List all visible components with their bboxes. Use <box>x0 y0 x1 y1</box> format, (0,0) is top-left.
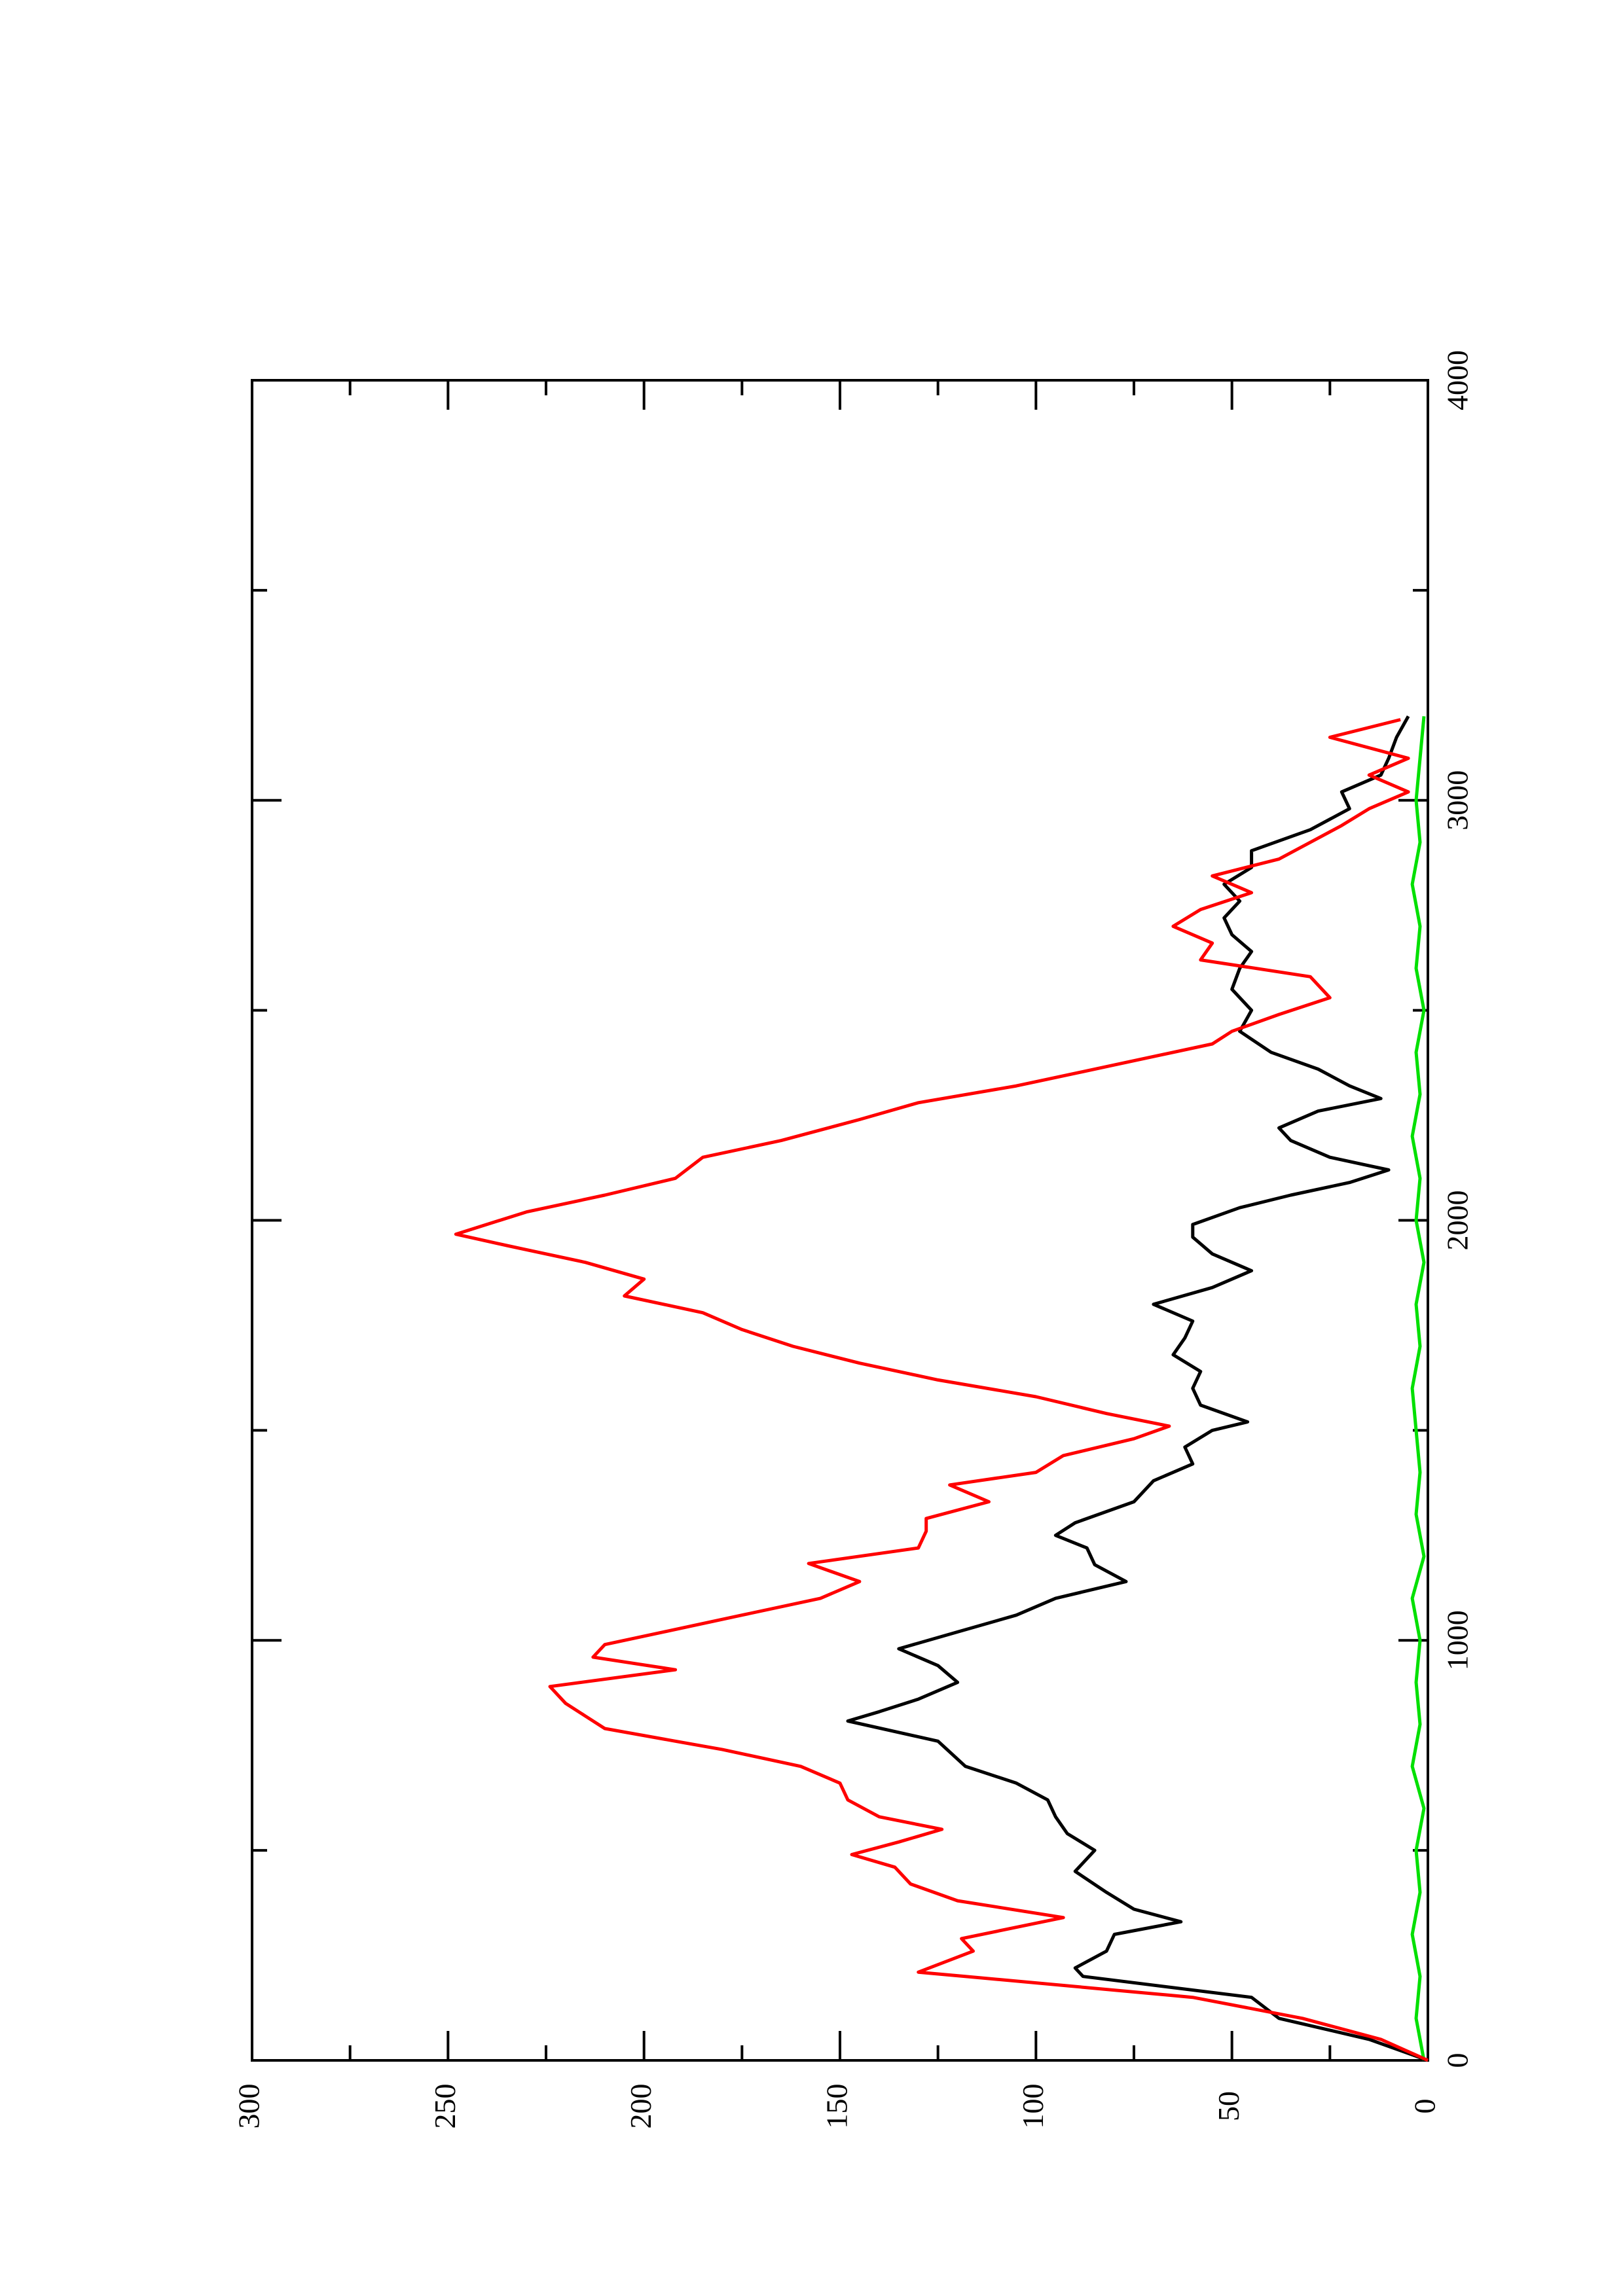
x-tick-label: 0 <box>1441 2053 1474 2068</box>
x-tick-label: 4000 <box>1441 350 1474 410</box>
y-tick-label: 150 <box>820 2084 854 2129</box>
y-tick-label: 200 <box>624 2084 657 2129</box>
series-line <box>454 718 1429 2062</box>
x-tick-label: 2000 <box>1441 1191 1474 1251</box>
y-tick-label: 300 <box>232 2084 266 2129</box>
y-tick-label: 0 <box>1408 2099 1442 2114</box>
plot-frame <box>251 379 1429 2062</box>
y-tick-label: 250 <box>428 2084 462 2129</box>
x-tick-label: 1000 <box>1441 1610 1474 1670</box>
y-tick-label: 50 <box>1212 2091 1245 2121</box>
series-line <box>1410 716 1426 2061</box>
series-line <box>846 715 1429 2062</box>
x-tick-label: 3000 <box>1441 770 1474 831</box>
y-tick-label: 100 <box>1016 2084 1049 2129</box>
